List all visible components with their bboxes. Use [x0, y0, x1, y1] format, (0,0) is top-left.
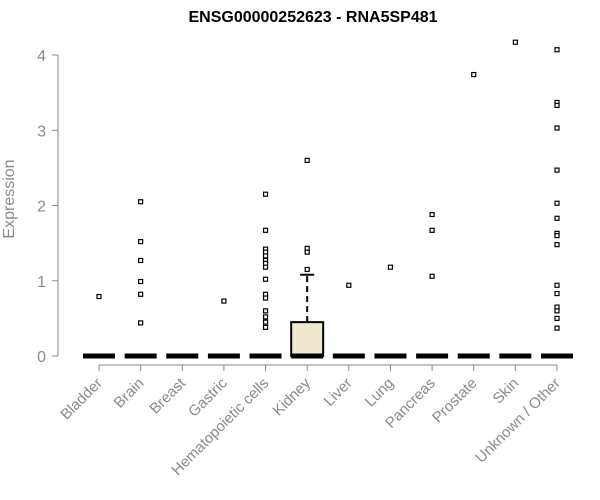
outlier-point — [138, 291, 144, 297]
outlier-point — [262, 295, 269, 301]
outlier-point — [429, 211, 435, 218]
outlier-point — [429, 273, 435, 279]
x-tick-label: Brain — [111, 375, 148, 412]
outlier-point — [304, 157, 310, 163]
x-tick-label: Bladder — [57, 375, 106, 424]
outlier-point — [262, 264, 269, 270]
box-body — [290, 321, 325, 358]
outlier-point — [554, 125, 560, 131]
outlier-point — [554, 290, 560, 297]
y-tick-label: 2 — [37, 199, 46, 216]
outlier-point — [554, 102, 560, 109]
outlier-point — [304, 249, 310, 255]
outlier-point — [554, 315, 560, 321]
outlier-point — [346, 282, 352, 288]
box-hematopoietic-cells — [249, 191, 282, 359]
chart-title: ENSG00000252623 - RNA5SP481 — [188, 9, 437, 26]
x-tick-label: Prostate — [429, 375, 481, 427]
outlier-point — [554, 200, 560, 206]
plot-area — [83, 39, 573, 359]
outlier-point — [554, 47, 560, 53]
x-tick-label: Skin — [490, 375, 523, 408]
outlier-point — [138, 257, 144, 264]
outlier-point — [554, 325, 560, 331]
outlier-point — [429, 227, 435, 233]
x-tick-label: Lung — [362, 375, 398, 411]
outlier-point — [554, 167, 560, 173]
outlier-point — [262, 253, 269, 259]
outlier-point — [262, 314, 269, 320]
outlier-point — [512, 39, 518, 45]
box-skin — [499, 39, 532, 359]
outlier-point — [304, 266, 310, 273]
outlier-point — [262, 227, 269, 233]
box-unknown-other — [541, 47, 573, 359]
y-axis: 0 1 2 3 4 — [37, 48, 59, 366]
box-lung — [374, 264, 407, 359]
outlier-point — [138, 199, 144, 205]
x-tick-label: Liver — [321, 375, 356, 410]
outlier-point — [262, 276, 269, 282]
outlier-point — [262, 191, 269, 197]
outlier-point — [138, 320, 144, 326]
outlier-point — [471, 71, 477, 78]
x-tick-label: Breast — [146, 374, 189, 417]
x-tick-label: Kidney — [270, 374, 315, 419]
outlier-point — [262, 308, 269, 314]
outlier-point — [554, 308, 560, 314]
box-pancreas — [416, 211, 449, 359]
box-prostate — [457, 71, 490, 359]
y-tick-label: 0 — [37, 349, 46, 366]
box-liver — [332, 282, 365, 359]
outlier-point — [554, 282, 560, 288]
outlier-point — [554, 215, 560, 221]
box-kidney — [290, 157, 325, 359]
y-tick-label: 4 — [37, 48, 46, 65]
y-tick-label: 3 — [37, 123, 46, 140]
box-gastric — [207, 298, 240, 359]
box-bladder — [83, 293, 115, 359]
outlier-point — [262, 324, 269, 331]
outlier-point — [387, 264, 394, 270]
y-tick-label: 1 — [37, 274, 46, 291]
box-brain — [124, 199, 157, 359]
outlier-point — [138, 278, 144, 285]
outlier-point — [221, 298, 227, 304]
outlier-point — [96, 293, 102, 300]
outlier-point — [554, 233, 560, 239]
outlier-point — [554, 242, 560, 248]
outlier-point — [138, 239, 144, 245]
outlier-point — [262, 319, 269, 325]
y-axis-label: Expression — [1, 159, 18, 238]
